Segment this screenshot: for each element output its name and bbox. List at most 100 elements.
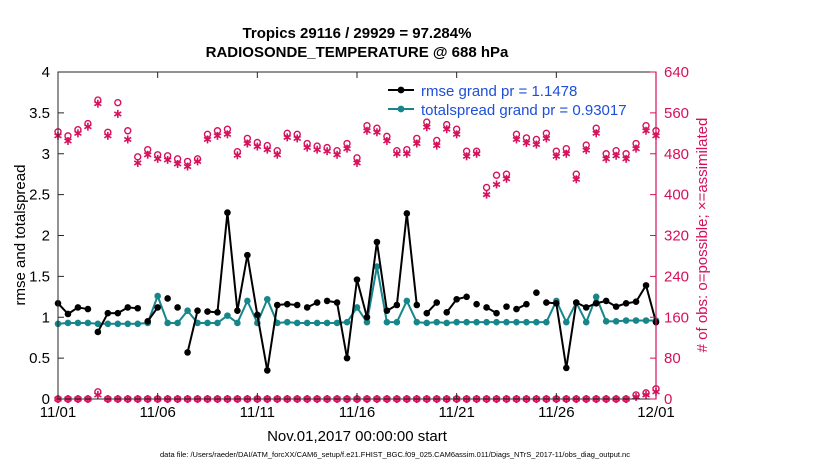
series-point bbox=[214, 309, 221, 316]
series-point bbox=[343, 318, 351, 326]
y-tick-label: 3 bbox=[42, 146, 50, 163]
y2-tick-label: 80 bbox=[664, 350, 681, 367]
series-point bbox=[293, 301, 301, 309]
footnote: data file: /Users/raeder/DAI/ATM_forcXX/… bbox=[160, 450, 630, 459]
series-point bbox=[244, 297, 251, 305]
series-point bbox=[453, 295, 460, 303]
series-point bbox=[493, 318, 500, 326]
assimilated-count-point-stroke bbox=[542, 135, 551, 142]
series-point bbox=[582, 304, 590, 311]
assimilated-count-point-stroke bbox=[562, 151, 571, 157]
assimilated-count-point-stroke bbox=[392, 151, 401, 157]
series-point bbox=[264, 295, 271, 303]
series-point bbox=[473, 318, 480, 326]
series-point bbox=[323, 297, 331, 305]
assimilated-count-point bbox=[243, 139, 252, 148]
assimilated-count-point-stroke bbox=[333, 152, 341, 158]
assimilated-count-point bbox=[103, 131, 112, 140]
assimilated-count-point bbox=[84, 122, 92, 131]
y-axis-label: rmse and totalspread bbox=[12, 165, 29, 306]
assimilated-count-point bbox=[552, 152, 561, 161]
assimilated-count-point-stroke bbox=[153, 156, 162, 162]
assimilated-count-point-stroke bbox=[84, 123, 92, 130]
series-point bbox=[323, 319, 331, 327]
totalspread-series bbox=[54, 263, 660, 328]
assimilated-count-point bbox=[373, 128, 381, 137]
assimilated-count-point bbox=[283, 133, 292, 142]
y-tick-label: 0.5 bbox=[29, 350, 50, 367]
series-segment bbox=[346, 279, 358, 359]
assimilated-count-point-stroke bbox=[93, 100, 102, 107]
assimilated-count-point bbox=[592, 129, 601, 138]
series-point bbox=[283, 300, 291, 308]
series-point bbox=[94, 320, 102, 328]
series-point bbox=[124, 304, 132, 311]
series-segment bbox=[395, 213, 408, 306]
assimilated-count-point bbox=[113, 109, 122, 118]
series-point bbox=[224, 312, 231, 319]
assimilated-count-point bbox=[123, 135, 132, 144]
series-point bbox=[592, 300, 600, 307]
legend-box bbox=[383, 78, 645, 118]
series-point bbox=[383, 318, 391, 326]
assimilated-count-point bbox=[642, 126, 650, 135]
series-point bbox=[184, 349, 191, 356]
series-point bbox=[503, 303, 510, 310]
series-segment bbox=[96, 312, 109, 333]
assimilated-count-point bbox=[253, 142, 262, 151]
possible-count-point bbox=[492, 171, 501, 179]
series-point bbox=[373, 263, 381, 270]
assimilated-count-point-stroke bbox=[263, 146, 272, 153]
assimilated-count-point-stroke bbox=[642, 392, 650, 398]
series-point bbox=[423, 319, 431, 327]
series-point bbox=[234, 319, 241, 327]
assimilated-count-point bbox=[223, 130, 232, 139]
assimilated-count-point bbox=[602, 154, 611, 163]
assimilated-count-point-stroke bbox=[323, 148, 331, 154]
assimilated-count-point bbox=[353, 158, 361, 167]
assimilated-count-point-stroke bbox=[472, 151, 481, 157]
series-segment bbox=[236, 300, 249, 324]
possible-count-point bbox=[482, 183, 491, 192]
series-segment bbox=[156, 295, 169, 324]
assimilated-count-point bbox=[472, 149, 481, 158]
assimilated-count-point-stroke bbox=[502, 176, 511, 182]
series-point bbox=[94, 328, 102, 336]
assimilated-count-point bbox=[333, 150, 341, 159]
assimilated-count-point-stroke bbox=[363, 128, 371, 134]
x-axis-label: Nov.01,2017 00:00:00 start bbox=[267, 428, 448, 445]
assimilated-count-point bbox=[452, 130, 461, 139]
assimilated-count-point bbox=[193, 157, 202, 166]
assimilated-count-point bbox=[213, 131, 222, 140]
assimilated-count-point-stroke bbox=[223, 131, 232, 138]
assimilated-count-point bbox=[512, 135, 521, 144]
chart-title: Tropics 29116 / 29929 = 97.284% bbox=[243, 25, 472, 42]
assimilated-count-point bbox=[622, 154, 630, 163]
series-segment bbox=[375, 241, 388, 311]
assimilated-count-point bbox=[612, 151, 621, 160]
series-point bbox=[602, 318, 610, 325]
x-tick-label: 11/01 bbox=[40, 404, 76, 421]
series-point bbox=[164, 295, 171, 302]
assimilated-count-point-stroke bbox=[532, 141, 541, 148]
assimilated-count-point bbox=[313, 145, 322, 154]
series-point bbox=[333, 319, 341, 327]
assimilated-count-point-stroke bbox=[492, 181, 501, 188]
assimilated-count-point bbox=[383, 136, 391, 145]
series-point bbox=[194, 307, 201, 315]
possible-count-point bbox=[124, 127, 132, 135]
series-point bbox=[254, 311, 261, 319]
assimilated-count-point-stroke bbox=[303, 144, 312, 151]
series-point bbox=[234, 307, 241, 315]
series-point bbox=[463, 318, 470, 326]
x-tick-label: 11/16 bbox=[339, 404, 375, 421]
assimilated-count-point-stroke bbox=[163, 157, 172, 163]
series-point bbox=[632, 317, 640, 324]
plot-area bbox=[58, 72, 656, 399]
assimilated-count-point-stroke bbox=[383, 138, 391, 144]
series-point bbox=[273, 301, 281, 309]
series-segment bbox=[226, 212, 239, 311]
assimilated-count-point-stroke bbox=[552, 153, 561, 159]
series-segment bbox=[246, 300, 259, 324]
series-point bbox=[622, 317, 630, 324]
